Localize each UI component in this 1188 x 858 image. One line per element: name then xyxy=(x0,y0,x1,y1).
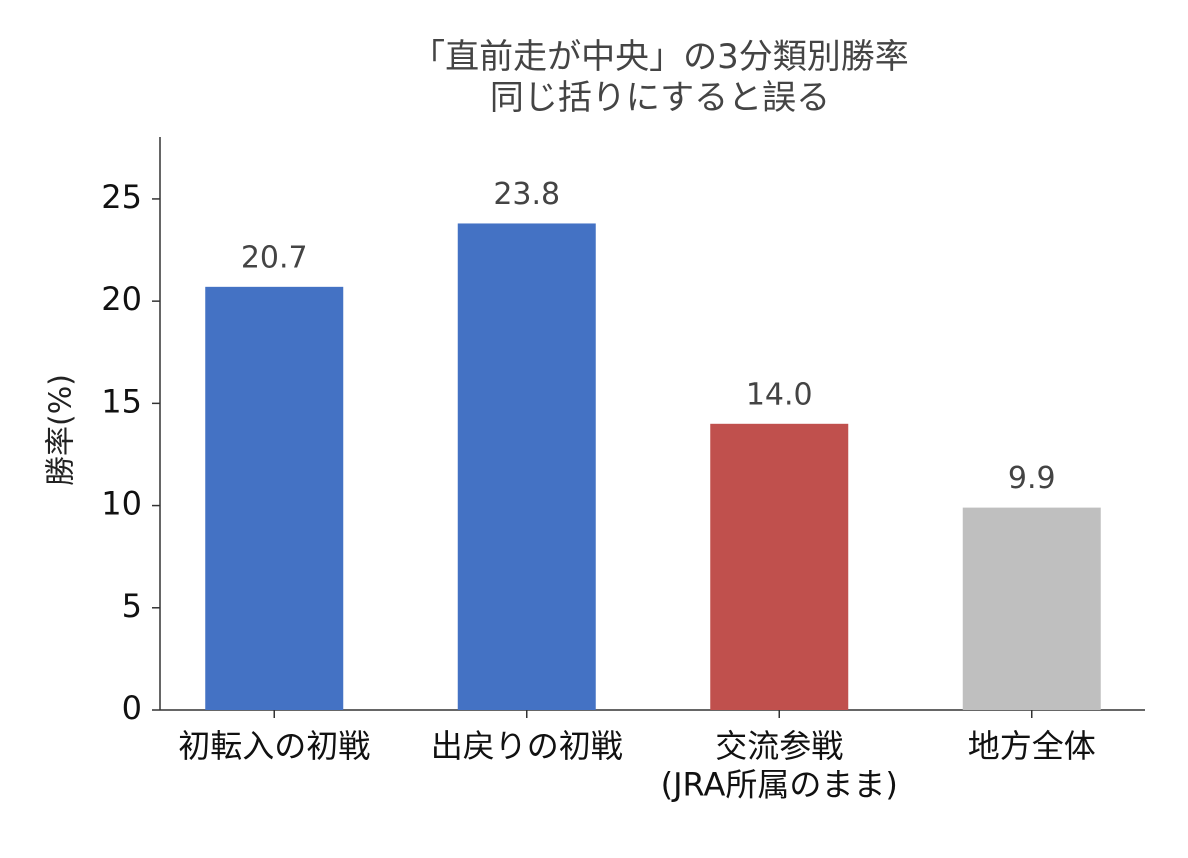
bar xyxy=(962,507,1101,710)
x-tick-label: 交流参戦(JRA所属のまま) xyxy=(661,727,898,803)
value-label: 14.0 xyxy=(746,377,813,412)
y-tick-label: 15 xyxy=(101,382,142,420)
x-tick-label: 初転入の初戦 xyxy=(178,727,370,765)
x-tick-label: 地方全体 xyxy=(968,727,1096,765)
y-axis-label: 勝率(%) xyxy=(44,374,79,486)
value-label: 23.8 xyxy=(493,177,560,212)
bar xyxy=(205,286,344,710)
y-tick-label: 25 xyxy=(101,178,142,216)
x-tick-label: 出戻りの初戦 xyxy=(431,727,623,765)
bar xyxy=(457,223,596,710)
y-tick-label: 20 xyxy=(101,280,142,318)
bar xyxy=(710,423,849,710)
value-label: 9.9 xyxy=(1008,461,1056,496)
chart-title: 「直前走が中央」の3分類別勝率同じ括りにすると誤る xyxy=(411,37,909,118)
y-tick-label: 5 xyxy=(122,587,142,625)
y-tick-label: 10 xyxy=(101,485,142,523)
y-tick-label: 0 xyxy=(122,689,142,727)
value-label: 20.7 xyxy=(241,240,308,275)
